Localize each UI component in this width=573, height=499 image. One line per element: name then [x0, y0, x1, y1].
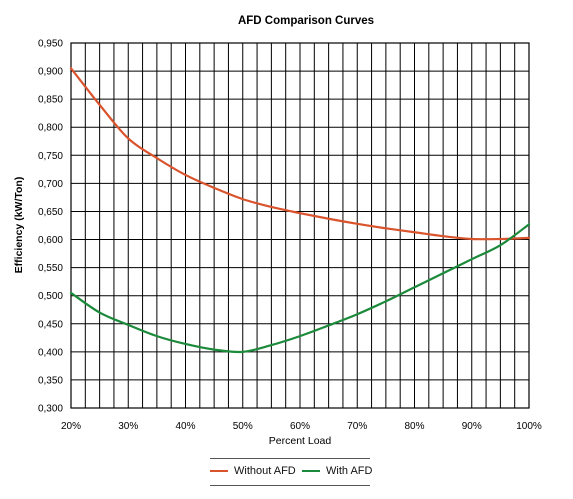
- y-tick-label: 0,950: [38, 39, 63, 50]
- y-tick-label: 0,750: [38, 151, 63, 162]
- legend: Without AFD With AFD: [210, 458, 372, 486]
- legend-swatch-without-afd: [210, 470, 228, 473]
- x-tick-label: 50%: [233, 421, 253, 432]
- x-tick-label: 70%: [347, 421, 367, 432]
- y-tick-label: 0,600: [38, 235, 63, 246]
- x-tick-label: 40%: [175, 421, 195, 432]
- series-line-with-afd: [69, 223, 531, 354]
- x-tick-label: 20%: [61, 421, 81, 432]
- x-tick-label: 100%: [516, 421, 542, 432]
- y-tick-label: 0,650: [38, 207, 63, 218]
- gridlines: [71, 43, 529, 408]
- legend-item-with-afd: With AFD: [302, 465, 372, 478]
- x-axis-label: Percent Load: [269, 435, 332, 447]
- x-tick-label: 90%: [462, 421, 482, 432]
- legend-swatch-with-afd: [302, 470, 320, 473]
- y-tick-label: 0,550: [38, 263, 63, 274]
- legend-item-without-afd: Without AFD: [210, 465, 296, 478]
- y-tick-label: 0,800: [38, 123, 63, 134]
- y-tick-label: 0,500: [38, 291, 63, 302]
- series-line-without-afd: [69, 67, 531, 241]
- y-tick-label: 0,400: [38, 347, 63, 358]
- y-tick-label: 0,300: [38, 404, 63, 415]
- legend-label-with-afd: With AFD: [326, 465, 373, 477]
- y-tick-label: 0,450: [38, 319, 63, 330]
- y-axis-label: Efficiency (kW/Ton): [13, 177, 25, 274]
- legend-label-without-afd: Without AFD: [234, 465, 296, 477]
- y-tick-label: 0,700: [38, 179, 63, 190]
- y-tick-label: 0,900: [38, 67, 63, 78]
- series-lines: [69, 67, 531, 354]
- y-tick-label: 0,350: [38, 375, 63, 386]
- y-tick-label: 0,850: [38, 95, 63, 106]
- x-tick-label: 60%: [290, 421, 310, 432]
- x-tick-labels: 20% 30% 40% 50% 60% 70% 80% 90% 100%: [61, 421, 542, 432]
- x-tick-label: 80%: [404, 421, 424, 432]
- x-tick-label: 30%: [118, 421, 138, 432]
- y-tick-labels: 0,300 0,350 0,400 0,450 0,500 0,550 0,600 0,650…: [38, 39, 63, 415]
- chart-title: AFD Comparison Curves: [238, 15, 374, 27]
